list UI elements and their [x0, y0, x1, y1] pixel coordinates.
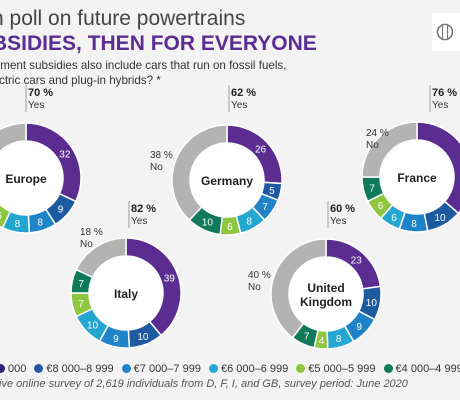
- legend-item: €6 000–6 999: [208, 363, 289, 375]
- legend-label: €5 000–5 999: [308, 363, 376, 375]
- segment-value-label: 10: [137, 332, 149, 343]
- no-percent-label: 38 %: [150, 150, 173, 161]
- yes-word-label: Yes: [231, 100, 247, 111]
- donut-center: [381, 141, 453, 213]
- survey-question-line-2: lectric cars and plug-in hybrids? *: [0, 74, 161, 87]
- legend-item: €5 000–5 999: [296, 363, 376, 375]
- bosch-armature-logo-icon: [436, 23, 454, 41]
- chart-headline: BSIDIES, THEN FOR EVERYONE: [0, 32, 317, 55]
- legend-swatch: [383, 364, 393, 373]
- segment-value-label: 7: [78, 299, 84, 310]
- segment-value-label: 8: [15, 219, 21, 230]
- segment-value-label: 10: [434, 213, 446, 224]
- yes-percent-label: 82 %: [131, 203, 156, 215]
- segment-value-label: 10: [87, 320, 99, 331]
- legend-swatch: [34, 364, 44, 373]
- donut-segment: [0, 122, 27, 153]
- donut-center: [90, 257, 162, 329]
- segment-value-label: 8: [37, 218, 43, 229]
- legend-swatch: [296, 364, 306, 373]
- donut-center: [191, 144, 263, 216]
- segment-value-label: 8: [336, 334, 342, 345]
- yes-word-label: Yes: [28, 100, 44, 111]
- segment-value-label: 7: [369, 183, 375, 194]
- legend-swatch: [121, 364, 131, 373]
- segment-value-label: 10: [202, 218, 214, 229]
- legend: 000 €8 000–8 999 €7 000–7 999 €6 000–6 999 €…: [0, 363, 460, 375]
- segment-value-label: 8: [246, 216, 252, 227]
- legend-label: €8 000–8 999: [46, 363, 114, 375]
- chart-title: n poll on future powertrains: [0, 7, 246, 30]
- yes-word-label: Yes: [131, 216, 147, 227]
- legend-item: 000: [0, 363, 26, 375]
- yes-word-label: Yes: [432, 100, 448, 111]
- legend-item: €8 000–8 999: [34, 363, 114, 375]
- segment-value-label: 26: [255, 145, 267, 156]
- segment-value-label: 7: [304, 332, 310, 343]
- donut-segment: [0, 203, 12, 229]
- segment-value-label: 6: [378, 201, 384, 212]
- segment-value-label: 32: [59, 149, 71, 160]
- segment-value-label: 8: [411, 219, 417, 230]
- segment-value-label: 10: [366, 298, 378, 309]
- footnote: tive online survey of 2,619 individuals …: [0, 378, 408, 390]
- donut-segment: [171, 124, 228, 222]
- no-word-label: No: [80, 239, 93, 250]
- legend-label: €7 000–7 999: [133, 363, 201, 375]
- no-word-label: No: [248, 282, 261, 293]
- legend-swatch: [208, 364, 218, 373]
- segment-value-label: 7: [262, 202, 268, 213]
- segment-value-label: 6: [0, 211, 2, 222]
- no-word-label: No: [150, 162, 163, 173]
- survey-question: rnment subsidies also include cars that …: [0, 58, 460, 88]
- country-label: Kingdom: [300, 295, 352, 309]
- segment-value-label: 39: [164, 273, 176, 284]
- donut-europe: 32 9 8 8 6 Europe 70 %Yes: [0, 85, 82, 234]
- legend-label: 000: [8, 363, 27, 375]
- segment-value-label: 9: [113, 334, 119, 345]
- legend-swatch: [0, 364, 5, 373]
- legend-item: €4 000–4 999: [383, 363, 460, 375]
- no-word-label: No: [366, 140, 379, 151]
- yes-percent-label: 62 %: [231, 87, 256, 99]
- country-label: Europe: [5, 172, 47, 186]
- legend-label: €6 000–6 999: [220, 363, 289, 375]
- donut-segment: [361, 121, 418, 178]
- survey-question-line-1: rnment subsidies also include cars that …: [0, 59, 287, 72]
- country-label: Germany: [201, 174, 253, 188]
- yes-percent-label: 70 %: [28, 87, 53, 99]
- segment-value-label: 6: [391, 213, 397, 224]
- bosch-logo-icon: [432, 13, 460, 51]
- segment-value-label: 7: [78, 279, 84, 290]
- segment-value-label: 5: [269, 186, 275, 197]
- yes-word-label: Yes: [330, 216, 346, 227]
- donut-center: [290, 258, 362, 330]
- donut-center: [0, 142, 62, 214]
- segment-value-label: 9: [58, 204, 64, 215]
- country-label: Italy: [114, 287, 138, 301]
- country-label: United: [307, 281, 344, 295]
- donut-germany: 26 578 6 10 Germany 62 %Yes 38 %No: [150, 85, 283, 236]
- yes-percent-label: 60 %: [330, 203, 355, 215]
- no-percent-label: 40 %: [248, 270, 271, 281]
- legend-label: €4 000–4 999: [395, 363, 460, 375]
- no-percent-label: 24 %: [366, 128, 389, 139]
- country-label: France: [397, 171, 437, 185]
- legend-item: €7 000–7 999: [121, 363, 201, 375]
- donut-segment: [75, 237, 127, 279]
- segment-value-label: 9: [356, 322, 362, 333]
- donut-segment: [270, 238, 327, 339]
- yes-percent-label: 76 %: [432, 87, 457, 99]
- segment-value-label: 23: [351, 255, 363, 266]
- no-percent-label: 18 %: [80, 227, 103, 238]
- segment-value-label: 4: [319, 336, 325, 347]
- segment-value-label: 6: [227, 222, 233, 233]
